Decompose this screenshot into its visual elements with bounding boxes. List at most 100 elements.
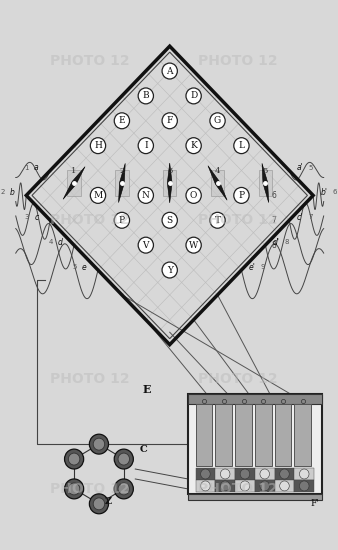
Circle shape <box>89 434 108 454</box>
Circle shape <box>138 188 153 204</box>
Circle shape <box>280 469 289 479</box>
Text: PHOTO 12: PHOTO 12 <box>50 213 129 227</box>
Circle shape <box>299 469 309 479</box>
Text: P: P <box>119 216 125 225</box>
Text: M: M <box>93 191 103 200</box>
Circle shape <box>114 449 134 469</box>
Circle shape <box>186 237 201 253</box>
Bar <box>294 404 311 466</box>
Text: PHOTO 12: PHOTO 12 <box>50 482 129 496</box>
Polygon shape <box>259 170 272 196</box>
Text: e: e <box>82 262 87 272</box>
Text: S: S <box>167 216 173 225</box>
Circle shape <box>93 498 105 510</box>
Bar <box>255 480 274 492</box>
Text: 7: 7 <box>308 214 313 221</box>
Circle shape <box>89 494 108 514</box>
Circle shape <box>234 138 249 153</box>
Circle shape <box>186 88 201 104</box>
Bar <box>235 404 252 466</box>
Circle shape <box>90 188 106 204</box>
Bar <box>188 394 322 494</box>
Polygon shape <box>115 170 128 196</box>
Polygon shape <box>119 163 125 202</box>
Text: T: T <box>215 216 220 225</box>
Circle shape <box>162 113 177 129</box>
Text: 6: 6 <box>332 189 337 195</box>
Text: b': b' <box>321 188 328 197</box>
Text: d: d <box>58 238 63 246</box>
Circle shape <box>201 481 210 491</box>
Bar <box>255 468 274 480</box>
Circle shape <box>65 479 84 499</box>
Text: E: E <box>119 116 125 125</box>
Text: 3: 3 <box>25 214 29 221</box>
Text: V: V <box>143 241 149 250</box>
Bar <box>215 404 232 466</box>
Text: 9: 9 <box>261 264 265 270</box>
Text: 1: 1 <box>71 167 77 174</box>
Polygon shape <box>262 163 269 202</box>
Text: 6: 6 <box>271 191 276 200</box>
Text: W: W <box>189 241 198 250</box>
Bar <box>196 404 212 466</box>
Bar <box>235 468 255 480</box>
Text: PHOTO 12: PHOTO 12 <box>198 372 277 387</box>
Polygon shape <box>67 170 81 196</box>
Text: C: C <box>140 444 148 454</box>
Circle shape <box>162 212 177 228</box>
Text: PHOTO 12: PHOTO 12 <box>198 213 277 227</box>
Bar <box>215 468 235 480</box>
Bar <box>294 468 314 480</box>
Text: I: I <box>144 141 148 150</box>
Text: d': d' <box>273 238 280 246</box>
Circle shape <box>138 237 153 253</box>
Circle shape <box>90 138 106 153</box>
Circle shape <box>220 469 230 479</box>
Text: 2: 2 <box>1 189 5 195</box>
Bar <box>215 480 235 492</box>
Text: G: G <box>214 116 221 125</box>
Circle shape <box>210 212 225 228</box>
Text: 5: 5 <box>308 164 313 170</box>
Text: b: b <box>10 188 15 197</box>
Polygon shape <box>208 166 227 200</box>
Text: Z: Z <box>105 497 112 507</box>
Bar <box>255 404 272 466</box>
Circle shape <box>220 481 230 491</box>
Text: PHOTO 12: PHOTO 12 <box>198 54 277 68</box>
Bar <box>196 480 215 492</box>
Circle shape <box>201 469 210 479</box>
Text: N: N <box>142 191 150 200</box>
Circle shape <box>186 188 201 204</box>
Circle shape <box>234 188 249 204</box>
Text: A: A <box>166 67 173 75</box>
Text: 7: 7 <box>271 216 276 225</box>
Polygon shape <box>163 170 176 196</box>
Text: PHOTO 12: PHOTO 12 <box>50 54 129 68</box>
Circle shape <box>118 453 129 465</box>
Bar <box>294 480 314 492</box>
Text: c: c <box>34 213 39 222</box>
Text: 1: 1 <box>25 164 29 170</box>
Circle shape <box>114 212 129 228</box>
Text: a: a <box>34 163 39 172</box>
Text: K: K <box>190 141 197 150</box>
Text: PHOTO 12: PHOTO 12 <box>198 482 277 496</box>
Circle shape <box>186 138 201 153</box>
Circle shape <box>299 481 309 491</box>
Circle shape <box>68 483 80 495</box>
Circle shape <box>65 449 84 469</box>
Circle shape <box>240 481 250 491</box>
Bar <box>235 480 255 492</box>
Bar <box>274 404 291 466</box>
Polygon shape <box>211 170 224 196</box>
Text: P: P <box>238 191 244 200</box>
Text: D: D <box>190 91 197 101</box>
Circle shape <box>260 481 269 491</box>
Circle shape <box>68 453 80 465</box>
Text: E: E <box>143 384 151 395</box>
Circle shape <box>93 438 105 450</box>
Text: F: F <box>167 116 173 125</box>
Text: 4: 4 <box>215 167 220 174</box>
